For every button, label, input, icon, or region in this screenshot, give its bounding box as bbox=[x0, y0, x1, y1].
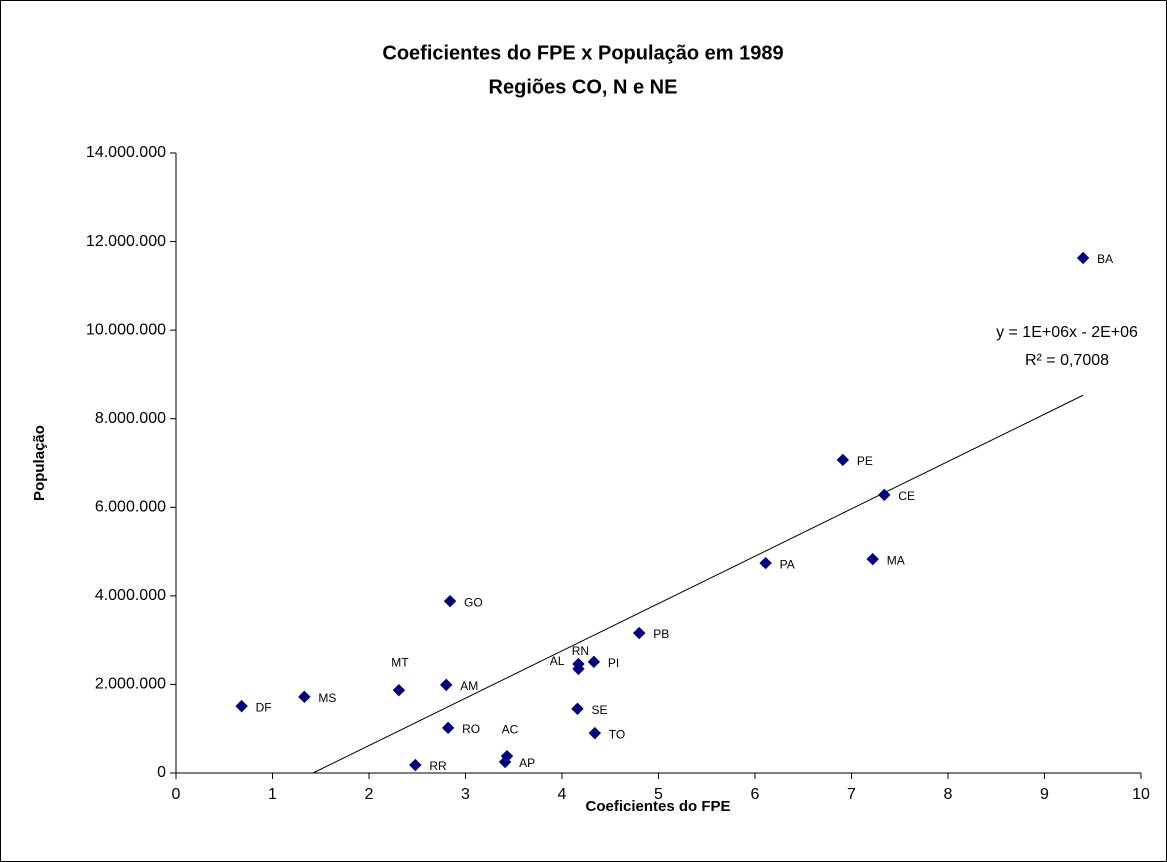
data-point bbox=[632, 626, 646, 640]
point-label: PA bbox=[780, 557, 795, 571]
point-label: SE bbox=[591, 703, 607, 717]
point-label: TO bbox=[609, 727, 625, 741]
point-label: MT bbox=[391, 655, 409, 669]
data-point bbox=[439, 678, 453, 692]
data-point bbox=[878, 488, 891, 502]
y-tick-label: 6.000.000 bbox=[95, 499, 166, 516]
chart-title: Coeficientes do FPE x População em 1989 bbox=[382, 42, 783, 64]
point-label: AL bbox=[550, 654, 565, 668]
x-tick-label: 5 bbox=[654, 786, 663, 803]
data-point bbox=[409, 758, 422, 772]
point-label: PI bbox=[608, 656, 619, 670]
data-point bbox=[498, 755, 512, 769]
data-point bbox=[587, 655, 601, 669]
data-point bbox=[866, 552, 879, 566]
data-point bbox=[836, 453, 850, 467]
point-label: MS bbox=[318, 691, 336, 705]
point-label: MA bbox=[887, 553, 905, 567]
data-point bbox=[588, 726, 602, 740]
point-label: RR bbox=[429, 759, 447, 773]
y-tick-label: 10.000.000 bbox=[86, 321, 166, 338]
x-tick-label: 7 bbox=[847, 786, 856, 803]
point-label: GO bbox=[464, 595, 483, 609]
x-tick-label: 3 bbox=[461, 786, 470, 803]
x-tick-label: 4 bbox=[558, 786, 567, 803]
point-label: CE bbox=[898, 489, 915, 503]
x-tick-label: 1 bbox=[268, 786, 277, 803]
point-label: AM bbox=[460, 679, 478, 693]
trend-r2: R² = 0,7008 bbox=[1025, 352, 1109, 369]
point-label: BA bbox=[1097, 252, 1113, 266]
x-axis-title: Coeficientes do FPE bbox=[585, 798, 730, 815]
data-point bbox=[235, 699, 248, 713]
y-tick-label: 4.000.000 bbox=[95, 587, 166, 604]
x-tick-label: 9 bbox=[1040, 786, 1049, 803]
y-tick-label: 14.000.000 bbox=[86, 144, 166, 161]
data-point bbox=[572, 662, 585, 676]
x-tick-label: 6 bbox=[751, 786, 760, 803]
point-label: AC bbox=[502, 722, 519, 736]
point-label: RN bbox=[572, 644, 589, 658]
data-point bbox=[298, 690, 311, 704]
y-tick-label: 12.000.000 bbox=[86, 233, 166, 250]
y-axis-title: População bbox=[31, 425, 48, 501]
x-tick-label: 2 bbox=[365, 786, 374, 803]
x-tick-label: 0 bbox=[172, 786, 181, 803]
data-point bbox=[443, 594, 457, 608]
data-point bbox=[441, 721, 455, 735]
trend-equation: y = 1E+06x - 2E+06 bbox=[996, 324, 1138, 341]
point-label: PB bbox=[653, 627, 669, 641]
y-tick-label: 0 bbox=[157, 764, 166, 781]
x-tick-label: 10 bbox=[1132, 786, 1150, 803]
point-label: PE bbox=[857, 454, 873, 468]
point-label: DF bbox=[256, 700, 272, 714]
y-tick-label: 2.000.000 bbox=[95, 676, 166, 693]
trendline bbox=[312, 394, 1084, 774]
chart-subtitle: Regiões CO, N e NE bbox=[489, 76, 678, 98]
data-point bbox=[571, 702, 584, 715]
data-point bbox=[392, 683, 406, 697]
y-tick-label: 8.000.000 bbox=[95, 410, 166, 427]
data-point bbox=[1076, 251, 1090, 265]
point-label: RO bbox=[462, 722, 480, 736]
x-tick-label: 8 bbox=[944, 786, 953, 803]
data-point bbox=[759, 556, 772, 570]
point-label: AP bbox=[519, 756, 535, 770]
